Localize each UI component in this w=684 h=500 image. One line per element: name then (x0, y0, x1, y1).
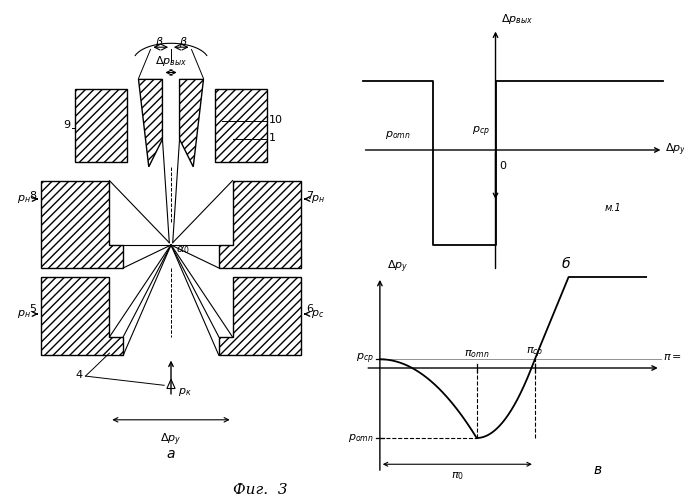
Polygon shape (215, 88, 267, 162)
Text: 6: 6 (306, 304, 313, 314)
Text: $\beta$: $\beta$ (179, 35, 187, 49)
Text: а: а (167, 447, 175, 461)
Polygon shape (41, 180, 123, 268)
Text: $\Delta p_{вых}$: $\Delta p_{вых}$ (155, 54, 187, 68)
Text: $p_н$: $p_н$ (17, 308, 31, 320)
Text: 5: 5 (29, 304, 36, 314)
Text: 8: 8 (29, 191, 36, 201)
Polygon shape (179, 80, 204, 167)
Polygon shape (219, 277, 301, 355)
Polygon shape (75, 88, 127, 162)
Polygon shape (138, 80, 163, 167)
Polygon shape (167, 380, 175, 388)
Text: 9: 9 (63, 120, 70, 130)
Text: $\pi_{cp}$: $\pi_{cp}$ (526, 346, 544, 360)
Text: в: в (594, 462, 602, 476)
Text: $\alpha_0$: $\alpha_0$ (176, 244, 190, 256)
Text: 0: 0 (499, 161, 506, 171)
Text: $\Delta p_у$: $\Delta p_у$ (160, 432, 182, 448)
Text: 1: 1 (268, 134, 276, 143)
Text: $\Delta p_у$: $\Delta p_у$ (387, 259, 408, 275)
Text: $\pi_{omn}$: $\pi_{omn}$ (464, 348, 490, 360)
Text: $\pi_0$: $\pi_0$ (451, 470, 464, 482)
Text: $p_н$: $p_н$ (17, 193, 31, 205)
Polygon shape (219, 180, 301, 268)
Text: $\pi = p_к / p_н$: $\pi = p_к / p_н$ (663, 350, 684, 364)
Text: 7: 7 (306, 191, 313, 201)
Text: $p_н$: $p_н$ (311, 193, 325, 205)
Text: $p_{omn}$: $p_{omn}$ (384, 130, 410, 141)
Text: $p_с$: $p_с$ (311, 308, 324, 320)
Text: $\Delta p_{вых}$: $\Delta p_{вых}$ (501, 12, 533, 26)
Text: Фиг.  3: Фиг. 3 (233, 484, 287, 498)
Text: б: б (561, 258, 570, 272)
Text: м.1: м.1 (605, 202, 622, 212)
Text: $\beta$: $\beta$ (155, 35, 163, 49)
Text: $\Delta p_у = p_с - p_н$: $\Delta p_у = p_с - p_н$ (665, 142, 684, 158)
Text: 4: 4 (75, 370, 82, 380)
Text: $p_к$: $p_к$ (178, 386, 192, 398)
Text: $p_{cp}$: $p_{cp}$ (473, 125, 490, 139)
Text: 10: 10 (268, 115, 282, 125)
Text: $p_{cp}$: $p_{cp}$ (356, 352, 374, 366)
Text: $p_{omn}$: $p_{omn}$ (348, 432, 374, 444)
Polygon shape (41, 277, 123, 355)
